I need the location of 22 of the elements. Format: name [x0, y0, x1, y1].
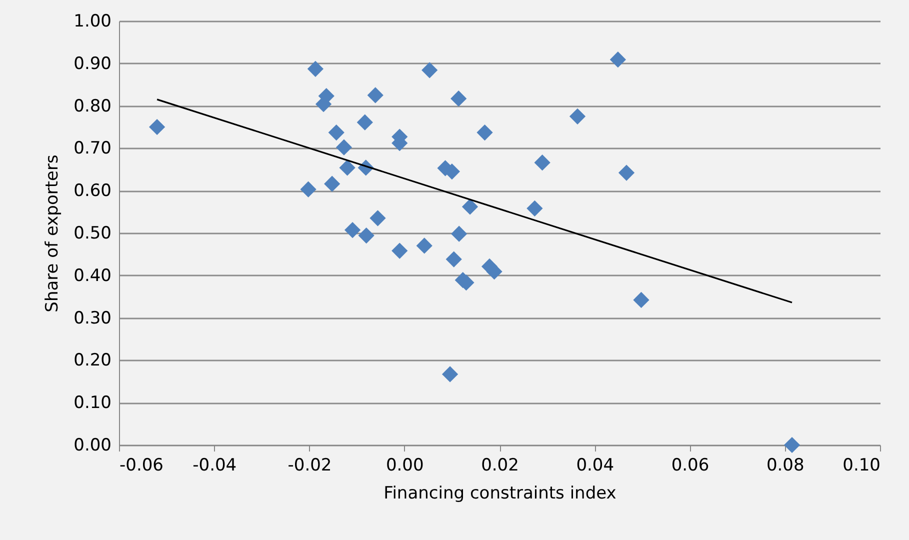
y-tick-label: 0.60 — [74, 181, 112, 202]
y-tick-label: 0.00 — [74, 436, 112, 456]
y-tick-label: 0.70 — [74, 138, 112, 159]
x-tick-label: -0.02 — [288, 456, 332, 476]
y-tick-label: 1.00 — [74, 12, 112, 32]
x-tick-label: 0.02 — [481, 456, 519, 476]
y-tick-label: 0.10 — [74, 393, 112, 414]
y-tick-label: 0.90 — [74, 54, 112, 74]
y-tick-label: 0.30 — [74, 308, 112, 328]
x-tick-label: 0.10 — [842, 456, 880, 476]
y-tick-label: 0.80 — [74, 96, 112, 116]
x-tick-label: -0.06 — [120, 456, 164, 476]
x-tick-label: 0.00 — [386, 456, 424, 476]
x-tick-label: 0.08 — [766, 456, 804, 476]
y-tick-label: 0.40 — [74, 266, 112, 286]
x-axis-title: Financing constraints index — [384, 484, 616, 504]
y-axis-title: Share of exporters — [42, 154, 63, 312]
x-tick-label: 0.06 — [671, 456, 710, 476]
x-tick-label: -0.04 — [192, 456, 237, 476]
x-tick-label: 0.04 — [576, 456, 614, 476]
y-tick-label: 0.50 — [74, 224, 112, 244]
y-tick-label: 0.20 — [74, 350, 112, 371]
